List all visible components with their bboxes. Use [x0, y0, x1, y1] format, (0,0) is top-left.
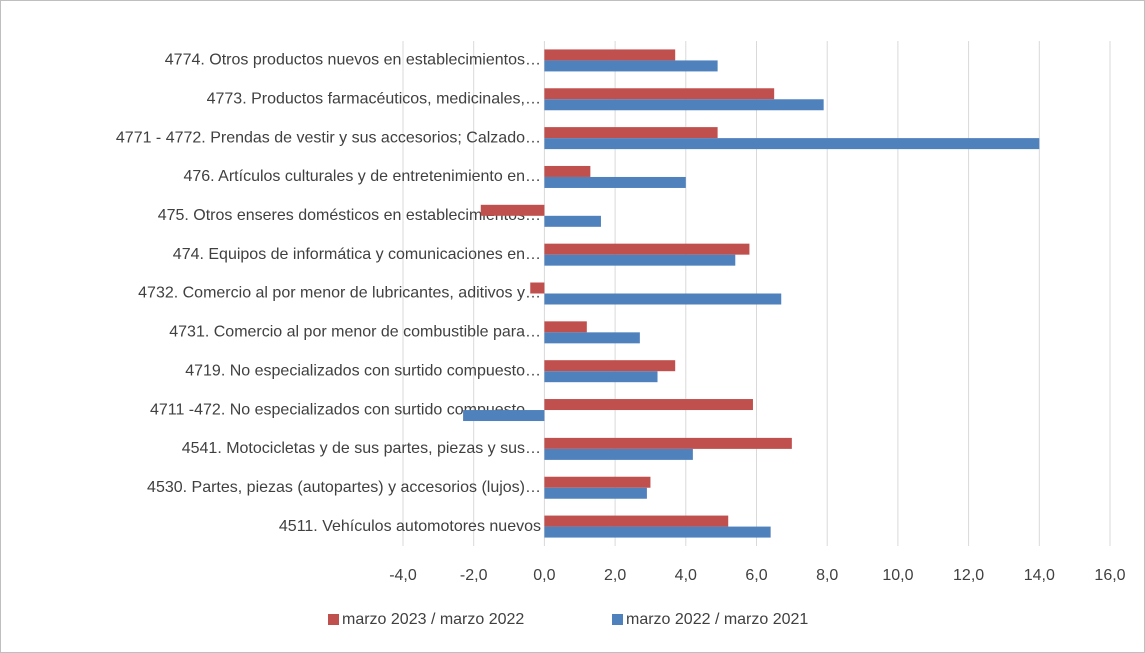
bar — [544, 526, 771, 538]
y-tick-label: 475. Otros enseres domésticos en estable… — [158, 207, 541, 224]
x-tick-label: 12,0 — [953, 567, 984, 584]
legend-label: marzo 2022 / marzo 2021 — [626, 611, 808, 628]
y-tick-label: 476. Artículos culturales y de entreteni… — [183, 168, 541, 185]
bar — [544, 437, 792, 449]
x-tick-label: 8,0 — [816, 567, 838, 584]
bar — [463, 410, 545, 422]
bar — [480, 204, 545, 216]
x-tick-label: 10,0 — [882, 567, 913, 584]
bar — [544, 88, 775, 100]
y-tick-label: 4774. Otros productos nuevos en establec… — [165, 52, 541, 69]
legend-swatch — [328, 614, 339, 625]
y-tick-label: 4719. No especializados con surtido comp… — [185, 362, 541, 379]
y-tick-label: 474. Equipos de informática y comunicaci… — [173, 246, 541, 263]
bar — [544, 49, 676, 61]
bar — [544, 487, 647, 499]
y-tick-label: 4511. Vehículos automotores nuevos — [279, 518, 541, 535]
x-tick-label: 16,0 — [1094, 567, 1125, 584]
bar — [544, 399, 753, 411]
bar — [544, 99, 824, 111]
x-tick-label: 2,0 — [604, 567, 626, 584]
bar — [544, 165, 591, 177]
bar — [544, 254, 736, 266]
bar — [544, 476, 651, 488]
legend-label: marzo 2023 / marzo 2022 — [342, 611, 524, 628]
bar — [544, 332, 640, 344]
bar — [544, 371, 658, 383]
x-tick-label: 4,0 — [675, 567, 697, 584]
bar — [544, 138, 1040, 150]
y-tick-label: 4731. Comercio al por menor de combustib… — [169, 324, 541, 341]
bar — [544, 321, 587, 333]
bar — [544, 127, 718, 139]
x-tick-label: 6,0 — [745, 567, 767, 584]
bar — [530, 282, 545, 294]
bar — [544, 215, 601, 227]
y-tick-label: 4771 - 4772. Prendas de vestir y sus acc… — [116, 129, 541, 146]
x-tick-label: 0,0 — [533, 567, 555, 584]
x-tick-label: -4,0 — [389, 567, 417, 584]
bar — [544, 360, 676, 372]
bar — [544, 176, 686, 188]
bar — [544, 515, 729, 527]
x-tick-label: 14,0 — [1024, 567, 1055, 584]
bar — [544, 243, 750, 255]
legend-swatch — [612, 614, 623, 625]
y-tick-label: 4773. Productos farmacéuticos, medicinal… — [207, 90, 541, 107]
y-tick-label: 4711 -472. No especializados con surtido… — [150, 401, 541, 418]
bar — [544, 60, 718, 72]
x-tick-label: -2,0 — [460, 567, 488, 584]
y-tick-label: 4732. Comercio al por menor de lubricant… — [138, 285, 541, 302]
y-tick-label: 4541. Motocicletas y de sus partes, piez… — [182, 440, 541, 457]
y-tick-label: 4530. Partes, piezas (autopartes) y acce… — [147, 479, 541, 496]
bar — [544, 293, 782, 305]
bar — [544, 448, 693, 460]
